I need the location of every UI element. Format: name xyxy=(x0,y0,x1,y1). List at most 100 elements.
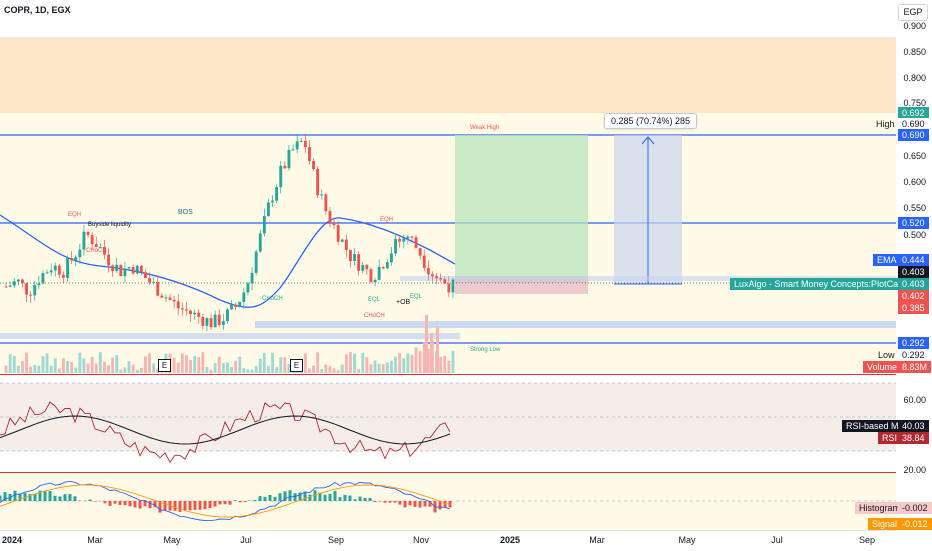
volume-bar xyxy=(254,365,258,373)
candle-body xyxy=(385,262,389,269)
rsi-chart[interactable] xyxy=(0,374,896,472)
macd-histogram-bar xyxy=(103,501,107,504)
volume-bar xyxy=(308,368,311,373)
candle-body xyxy=(340,239,344,242)
volume-bar xyxy=(336,369,340,373)
high-value-tag: 0.690 xyxy=(898,118,929,130)
candle-body xyxy=(312,160,315,170)
macd-histogram-bar xyxy=(193,501,197,510)
candle-body xyxy=(381,266,385,269)
pane-separator[interactable] xyxy=(0,472,896,473)
candle-body xyxy=(226,309,229,322)
volume-bar xyxy=(16,365,20,373)
candle-body xyxy=(82,231,86,250)
currency-badge[interactable]: EGP xyxy=(898,4,928,21)
candle-body xyxy=(193,312,197,315)
candle-body xyxy=(135,265,139,274)
macd-histogram-bar xyxy=(428,501,432,507)
candle-body xyxy=(353,254,356,261)
volume-bar xyxy=(418,351,422,373)
volume-bar xyxy=(242,368,246,373)
volume-bar xyxy=(262,352,266,373)
volume-bar xyxy=(4,365,8,373)
symbol-title[interactable]: COPR, 1D, EGX xyxy=(4,5,71,15)
earnings-marker[interactable]: E xyxy=(158,359,171,372)
macd-histogram-bar xyxy=(343,494,347,501)
candle-body xyxy=(172,299,176,302)
macd-histogram-bar xyxy=(218,501,222,505)
candle-body xyxy=(45,272,49,274)
candle-body xyxy=(394,238,397,254)
macd-histogram-bar xyxy=(383,501,387,503)
volume-bar xyxy=(213,362,217,373)
candle-body xyxy=(115,264,119,272)
macd-histogram-bar xyxy=(408,501,412,506)
volume-bar xyxy=(287,363,291,373)
volume-bar xyxy=(332,368,336,373)
volume-bar xyxy=(135,369,139,373)
volume-bar xyxy=(271,352,274,373)
earnings-marker-2[interactable]: E xyxy=(290,359,303,372)
candle-body xyxy=(123,268,127,276)
candle-body xyxy=(258,233,262,252)
volume-bar xyxy=(103,361,106,373)
macd-histogram-bar xyxy=(188,501,192,511)
volume-bar xyxy=(283,357,287,373)
candle-body xyxy=(414,237,418,249)
price-tag-402: 0.402 xyxy=(898,290,929,302)
macd-histogram-bar xyxy=(223,501,227,505)
volume-bar xyxy=(25,352,28,373)
chart-background xyxy=(0,113,896,373)
candle-body xyxy=(37,283,41,286)
candle-body xyxy=(402,238,406,242)
candle-body xyxy=(303,140,307,148)
volume-bar xyxy=(74,367,78,373)
candle-body xyxy=(365,264,369,270)
volume-bar xyxy=(369,364,373,373)
macd-histogram-bar xyxy=(153,501,157,508)
time-axis-label: Jul xyxy=(240,535,252,545)
rsi-ma-line xyxy=(0,415,451,445)
macd-histogram-bar xyxy=(58,496,62,501)
choch-label-3: CHoCH xyxy=(364,313,385,319)
volume-value-tag: 8.83M xyxy=(898,361,932,373)
candle-body xyxy=(238,301,242,307)
price-chart[interactable] xyxy=(0,0,896,375)
rsi-ma-value: 40.03 xyxy=(898,420,929,432)
volume-bar xyxy=(49,365,53,373)
volume-bar xyxy=(344,354,348,373)
volume-bar xyxy=(436,327,439,373)
candle-body xyxy=(221,321,225,325)
candle-body xyxy=(275,187,279,201)
macd-histogram-bar xyxy=(73,496,77,501)
volume-bar xyxy=(82,358,86,373)
price-axis-label: 0.850 xyxy=(903,47,926,57)
time-axis[interactable] xyxy=(0,530,896,551)
volume-bar xyxy=(402,358,406,373)
price-axis-label: 0.600 xyxy=(903,177,926,187)
macd-histogram-bar xyxy=(93,501,97,502)
candle-body xyxy=(16,279,20,282)
histogram-label: Histogram xyxy=(855,502,905,514)
signal-line xyxy=(0,484,451,518)
volume-bar xyxy=(144,356,147,373)
volume-bar xyxy=(279,357,283,373)
indicator-label[interactable]: LuxAlgo - Smart Money Concepts:PlotCandl… xyxy=(730,278,920,290)
price-tag: 0.692 xyxy=(898,107,929,119)
candle-body xyxy=(406,236,410,239)
macd-histogram-bar xyxy=(393,501,397,503)
macd-histogram-bar xyxy=(353,499,357,501)
volume-bar xyxy=(316,352,320,373)
macd-chart[interactable] xyxy=(0,473,896,530)
volume-bar xyxy=(381,364,385,373)
macd-histogram-bar xyxy=(338,497,342,501)
candle-body xyxy=(443,279,447,284)
macd-histogram-bar xyxy=(13,490,17,501)
candle-body xyxy=(373,279,377,283)
volume-bar xyxy=(131,364,135,373)
candle-body xyxy=(189,310,192,315)
macd-histogram-bar xyxy=(198,501,202,510)
pane-separator[interactable] xyxy=(0,374,896,375)
rsi-value: 38.84 xyxy=(898,432,929,444)
volume-bar xyxy=(66,361,69,373)
